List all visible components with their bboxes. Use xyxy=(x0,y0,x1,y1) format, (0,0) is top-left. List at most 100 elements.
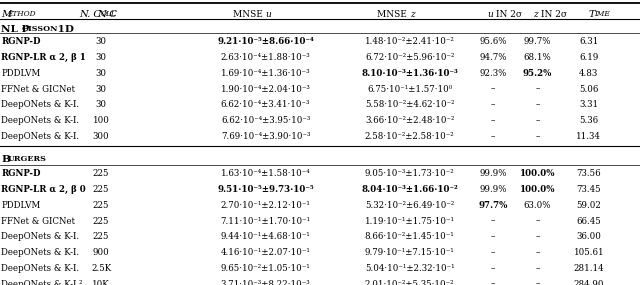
Text: 6.62·10⁻⁴±3.41·10⁻³: 6.62·10⁻⁴±3.41·10⁻³ xyxy=(221,100,310,109)
Text: –: – xyxy=(491,280,495,285)
Text: 59.02: 59.02 xyxy=(577,201,601,210)
Text: 97.7%: 97.7% xyxy=(478,201,508,210)
Text: 225: 225 xyxy=(93,169,109,178)
Text: 5.58·10⁻²±4.62·10⁻²: 5.58·10⁻²±4.62·10⁻² xyxy=(365,100,454,109)
Text: 1.63·10⁻⁴±1.58·10⁻⁴: 1.63·10⁻⁴±1.58·10⁻⁴ xyxy=(221,169,310,178)
Text: 225: 225 xyxy=(93,232,109,241)
Text: 99.9%: 99.9% xyxy=(479,169,506,178)
Text: –: – xyxy=(536,248,540,257)
Text: 5.36: 5.36 xyxy=(579,116,598,125)
Text: T: T xyxy=(589,10,595,19)
Text: u: u xyxy=(266,10,271,19)
Text: 9.05·10⁻³±1.73·10⁻²: 9.05·10⁻³±1.73·10⁻² xyxy=(365,169,454,178)
Text: –: – xyxy=(536,264,540,273)
Text: 10K: 10K xyxy=(92,280,110,285)
Text: DeepONets & K-I.: DeepONets & K-I. xyxy=(1,248,79,257)
Text: MNSE: MNSE xyxy=(377,10,410,19)
Text: –: – xyxy=(491,116,495,125)
Text: 2.70·10⁻¹±2.12·10⁻¹: 2.70·10⁻¹±2.12·10⁻¹ xyxy=(221,201,310,210)
Text: 1D: 1D xyxy=(54,25,74,34)
Text: 4.16·10⁻¹±2.07·10⁻¹: 4.16·10⁻¹±2.07·10⁻¹ xyxy=(221,248,310,257)
Text: z: z xyxy=(533,10,538,19)
Text: –: – xyxy=(491,264,495,273)
Text: –: – xyxy=(536,85,540,93)
Text: 30: 30 xyxy=(95,53,107,62)
Text: OLL: OLL xyxy=(101,10,117,18)
Text: 11.34: 11.34 xyxy=(577,132,601,141)
Text: MNSE: MNSE xyxy=(233,10,266,19)
Text: 9.65·10⁻²±1.05·10⁻¹: 9.65·10⁻²±1.05·10⁻¹ xyxy=(221,264,310,273)
Text: PDDLVM: PDDLVM xyxy=(1,201,40,210)
Text: –: – xyxy=(491,232,495,241)
Text: 3.66·10⁻²±2.48·10⁻²: 3.66·10⁻²±2.48·10⁻² xyxy=(365,116,454,125)
Text: 2.63·10⁻⁴±1.88·10⁻³: 2.63·10⁻⁴±1.88·10⁻³ xyxy=(221,53,310,62)
Text: 30: 30 xyxy=(95,69,107,78)
Text: u: u xyxy=(487,10,493,19)
Text: 6.75·10⁻¹±1.57·10⁰: 6.75·10⁻¹±1.57·10⁰ xyxy=(367,85,452,93)
Text: RGNP-D: RGNP-D xyxy=(1,169,41,178)
Text: 63.0%: 63.0% xyxy=(524,201,551,210)
Text: 92.3%: 92.3% xyxy=(479,69,506,78)
Text: 30: 30 xyxy=(95,37,107,46)
Text: DeepONets & K-I.: DeepONets & K-I. xyxy=(1,116,79,125)
Text: DeepONets & K-I.: DeepONets & K-I. xyxy=(1,100,79,109)
Text: 225: 225 xyxy=(93,185,109,194)
Text: 284.90: 284.90 xyxy=(573,280,604,285)
Text: –: – xyxy=(536,116,540,125)
Text: –: – xyxy=(491,217,495,225)
Text: 1.48·10⁻²±2.41·10⁻²: 1.48·10⁻²±2.41·10⁻² xyxy=(365,37,454,46)
Text: FFNet & GICNet: FFNet & GICNet xyxy=(1,217,76,225)
Text: –: – xyxy=(491,85,495,93)
Text: 36.00: 36.00 xyxy=(577,232,601,241)
Text: –: – xyxy=(491,132,495,141)
Text: 100.0%: 100.0% xyxy=(520,169,556,178)
Text: 73.45: 73.45 xyxy=(577,185,601,194)
Text: 3.71·10⁻³±8.22·10⁻³: 3.71·10⁻³±8.22·10⁻³ xyxy=(221,280,310,285)
Text: 2.58·10⁻²±2.58·10⁻²: 2.58·10⁻²±2.58·10⁻² xyxy=(365,132,454,141)
Text: 95.2%: 95.2% xyxy=(523,69,552,78)
Text: 30: 30 xyxy=(95,100,107,109)
Text: 7.69·10⁻⁴±3.90·10⁻³: 7.69·10⁻⁴±3.90·10⁻³ xyxy=(221,132,310,141)
Text: N. C: N. C xyxy=(79,10,101,19)
Text: 300: 300 xyxy=(93,132,109,141)
Text: 66.45: 66.45 xyxy=(577,217,601,225)
Text: ETHOD: ETHOD xyxy=(7,10,36,18)
Text: 99.7%: 99.7% xyxy=(524,37,551,46)
Text: URGERS: URGERS xyxy=(8,155,47,163)
Text: 9.79·10⁻¹±7.15·10⁻¹: 9.79·10⁻¹±7.15·10⁻¹ xyxy=(365,248,454,257)
Text: –: – xyxy=(491,248,495,257)
Text: . C: . C xyxy=(103,10,117,19)
Text: 225: 225 xyxy=(93,217,109,225)
Text: 7.11·10⁻¹±1.70·10⁻¹: 7.11·10⁻¹±1.70·10⁻¹ xyxy=(221,217,310,225)
Text: 2.5K: 2.5K xyxy=(91,264,111,273)
Text: 100: 100 xyxy=(93,116,109,125)
Text: 8.04·10⁻³±1.66·10⁻²: 8.04·10⁻³±1.66·10⁻² xyxy=(361,185,458,194)
Text: PDDLVM: PDDLVM xyxy=(1,69,40,78)
Text: 9.44·10⁻¹±4.68·10⁻¹: 9.44·10⁻¹±4.68·10⁻¹ xyxy=(221,232,310,241)
Text: 8.66·10⁻²±1.45·10⁻¹: 8.66·10⁻²±1.45·10⁻¹ xyxy=(365,232,454,241)
Text: IN 2σ: IN 2σ xyxy=(538,10,566,19)
Text: –: – xyxy=(536,100,540,109)
Text: 1.69·10⁻⁴±1.36·10⁻³: 1.69·10⁻⁴±1.36·10⁻³ xyxy=(221,69,310,78)
Text: –: – xyxy=(536,217,540,225)
Text: RGNP-LR α 2, β 1: RGNP-LR α 2, β 1 xyxy=(1,53,86,62)
Text: NL P: NL P xyxy=(1,25,29,34)
Text: z: z xyxy=(410,10,414,19)
Text: 100.0%: 100.0% xyxy=(520,185,556,194)
Text: 8.10·10⁻³±1.36·10⁻³: 8.10·10⁻³±1.36·10⁻³ xyxy=(361,69,458,78)
Text: 105.61: 105.61 xyxy=(573,248,604,257)
Text: 6.72·10⁻²±5.96·10⁻²: 6.72·10⁻²±5.96·10⁻² xyxy=(365,53,454,62)
Text: 900: 900 xyxy=(93,248,109,257)
Text: 68.1%: 68.1% xyxy=(524,53,552,62)
Text: M: M xyxy=(1,10,12,19)
Text: OISSON: OISSON xyxy=(22,25,58,33)
Text: 6.62·10⁻⁴±3.95·10⁻³: 6.62·10⁻⁴±3.95·10⁻³ xyxy=(221,116,310,125)
Text: RGNP-LR α 2, β 0: RGNP-LR α 2, β 0 xyxy=(1,185,86,194)
Text: FFNet & GICNet: FFNet & GICNet xyxy=(1,85,76,93)
Text: RGNP-D: RGNP-D xyxy=(1,37,41,46)
Text: 5.06: 5.06 xyxy=(579,85,598,93)
Text: IME: IME xyxy=(595,10,611,18)
Text: 95.6%: 95.6% xyxy=(479,37,506,46)
Text: –: – xyxy=(536,232,540,241)
Text: DeepONets & K-I.: DeepONets & K-I. xyxy=(1,232,79,241)
